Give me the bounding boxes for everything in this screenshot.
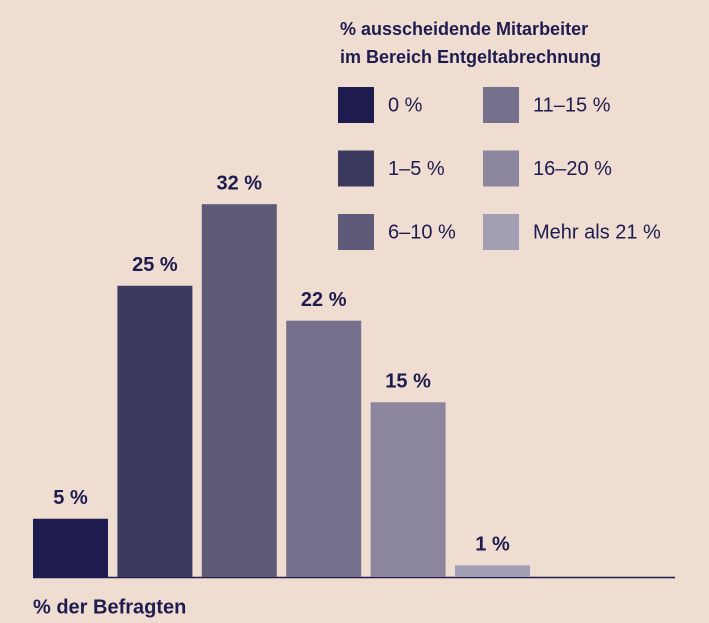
bar — [286, 320, 362, 577]
bar — [370, 402, 446, 577]
bar — [117, 285, 193, 577]
value-label: 5 % — [53, 487, 88, 509]
legend-swatch — [338, 150, 374, 187]
legend-label: Mehr als 21 % — [533, 221, 661, 243]
legend-label: 0 % — [388, 94, 423, 116]
legend-swatch — [338, 87, 374, 123]
bar — [455, 565, 530, 577]
x-axis-label: % der Befragten — [33, 596, 186, 618]
value-label: 15 % — [385, 371, 431, 393]
legend-label: 1–5 % — [388, 158, 445, 180]
legend-label: 6–10 % — [388, 221, 456, 243]
value-label: 22 % — [301, 289, 347, 311]
legend-label: 16–20 % — [533, 158, 612, 180]
value-label: 32 % — [217, 172, 263, 194]
bar — [201, 204, 277, 577]
legend-label: 11–15 % — [533, 94, 611, 116]
legend-swatch — [338, 214, 374, 250]
legend-title: % ausscheidende Mitarbeiter — [340, 19, 588, 39]
value-label: 25 % — [132, 254, 178, 276]
value-label: 1 % — [475, 534, 510, 556]
legend-swatch — [483, 214, 519, 250]
legend-title: im Bereich Entgeltabrechnung — [340, 47, 601, 67]
legend-swatch — [483, 87, 519, 123]
bar — [33, 518, 108, 577]
legend-swatch — [483, 150, 519, 187]
